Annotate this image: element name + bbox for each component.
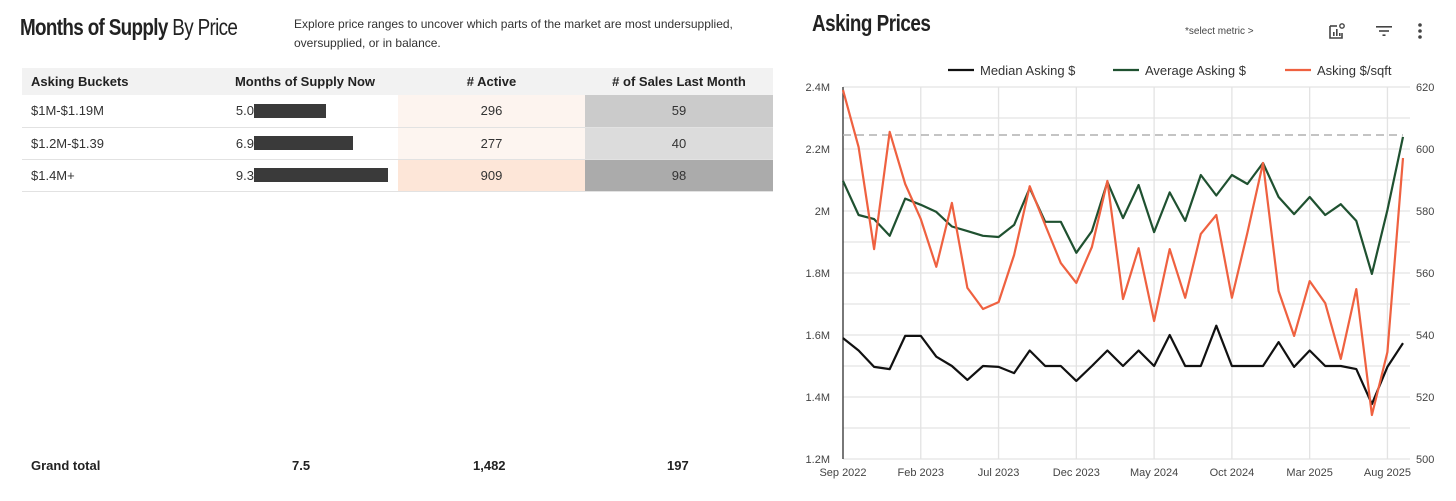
cell-bucket: $1.2M-$1.39 <box>22 127 212 160</box>
y-left-tick-label: 2M <box>815 206 830 218</box>
series-line-average-asking <box>841 136 1405 275</box>
legend-label[interactable]: Median Asking $ <box>980 63 1076 78</box>
cell-sales-last-month: 59 <box>585 95 773 128</box>
legend-label[interactable]: Average Asking $ <box>1145 63 1247 78</box>
y-right-tick-label: 500 <box>1416 454 1434 466</box>
y-left-tick-label: 1.6M <box>806 330 830 342</box>
mos-value: 6.9 <box>235 135 254 151</box>
x-tick-label: Mar 2025 <box>1286 467 1332 479</box>
table-header-row: Asking Buckets Months of Supply Now # Ac… <box>22 68 773 95</box>
y-left-tick-label: 2.2M <box>806 144 830 156</box>
mos-value: 5.0 <box>235 103 254 119</box>
y-right-tick-label: 560 <box>1416 268 1434 280</box>
more-vert-icon[interactable] <box>1409 20 1431 42</box>
series-line-asking-sqft <box>841 89 1405 417</box>
x-tick-label: May 2024 <box>1130 467 1178 479</box>
x-tick-label: Jul 2023 <box>978 467 1020 479</box>
cell-active: 296 <box>398 95 585 128</box>
supply-table: Asking Buckets Months of Supply Now # Ac… <box>22 68 773 192</box>
chart-settings-icon[interactable] <box>1326 20 1348 42</box>
cell-months-of-supply: 5.0 <box>212 95 398 128</box>
mos-bar <box>254 103 327 118</box>
y-left-tick-label: 1.8M <box>806 268 830 280</box>
x-tick-label: Dec 2023 <box>1053 467 1100 479</box>
column-header-sales-last-month[interactable]: # of Sales Last Month <box>585 68 773 95</box>
table-row[interactable]: $1.4M+ 9.3 909 98 <box>22 159 773 192</box>
series-line-median-asking <box>842 324 1404 406</box>
x-tick-label: Sep 2022 <box>819 467 866 479</box>
mos-value: 9.3 <box>235 167 254 183</box>
table-row[interactable]: $1M-$1.19M 5.0 296 59 <box>22 95 773 128</box>
mos-bar <box>254 136 354 150</box>
asking-prices-panel: Asking Prices *select metric > <box>800 0 1456 501</box>
filter-icon[interactable] <box>1373 20 1395 42</box>
cell-months-of-supply: 9.3 <box>212 159 398 192</box>
cell-bucket: $1M-$1.19M <box>22 95 212 128</box>
cell-bucket: $1.4M+ <box>22 159 212 192</box>
column-header-asking-buckets[interactable]: Asking Buckets <box>22 68 212 95</box>
chart-title: Asking Prices <box>812 10 931 36</box>
y-left-tick-label: 1.2M <box>806 454 830 466</box>
legend-label[interactable]: Asking $/sqft <box>1317 63 1392 78</box>
supply-description: Explore price ranges to uncover which pa… <box>294 17 733 50</box>
y-left-tick-label: 1.4M <box>806 392 830 404</box>
column-header-active[interactable]: # Active <box>398 68 585 95</box>
cell-sales-last-month: 40 <box>585 127 773 160</box>
cell-months-of-supply: 6.9 <box>212 127 398 160</box>
cell-active: 909 <box>398 159 585 192</box>
grand-total-mos: 7.5 <box>292 458 311 473</box>
y-right-tick-label: 540 <box>1416 330 1434 342</box>
x-tick-label: Oct 2024 <box>1210 467 1255 479</box>
grand-total-active: 1,482 <box>473 458 506 473</box>
y-right-tick-label: 520 <box>1416 392 1434 404</box>
supply-title-light: By Price <box>167 14 238 40</box>
y-left-tick-label: 2.4M <box>806 82 830 94</box>
grand-total-label: Grand total <box>31 458 101 473</box>
grand-total-row: Grand total 7.5 1,482 197 <box>22 458 773 478</box>
months-of-supply-panel: Months of Supply By Price Explore price … <box>20 14 773 478</box>
supply-title-bold: Months of Supply <box>20 14 168 40</box>
y-right-tick-label: 600 <box>1416 144 1434 156</box>
cell-active: 277 <box>398 127 585 160</box>
table-row[interactable]: $1.2M-$1.39 6.9 277 40 <box>22 127 773 160</box>
grand-total-sales: 197 <box>667 458 689 473</box>
y-right-tick-label: 580 <box>1416 206 1434 218</box>
x-tick-label: Feb 2023 <box>898 467 944 479</box>
cell-sales-last-month: 98 <box>585 159 773 192</box>
mos-bar <box>254 168 388 182</box>
x-tick-label: Aug 2025 <box>1364 467 1411 479</box>
y-right-tick-label: 620 <box>1416 82 1434 94</box>
select-metric-link[interactable]: *select metric > <box>1185 26 1254 37</box>
supply-title: Months of Supply By Price <box>20 14 238 41</box>
column-header-months-of-supply[interactable]: Months of Supply Now <box>212 68 398 95</box>
